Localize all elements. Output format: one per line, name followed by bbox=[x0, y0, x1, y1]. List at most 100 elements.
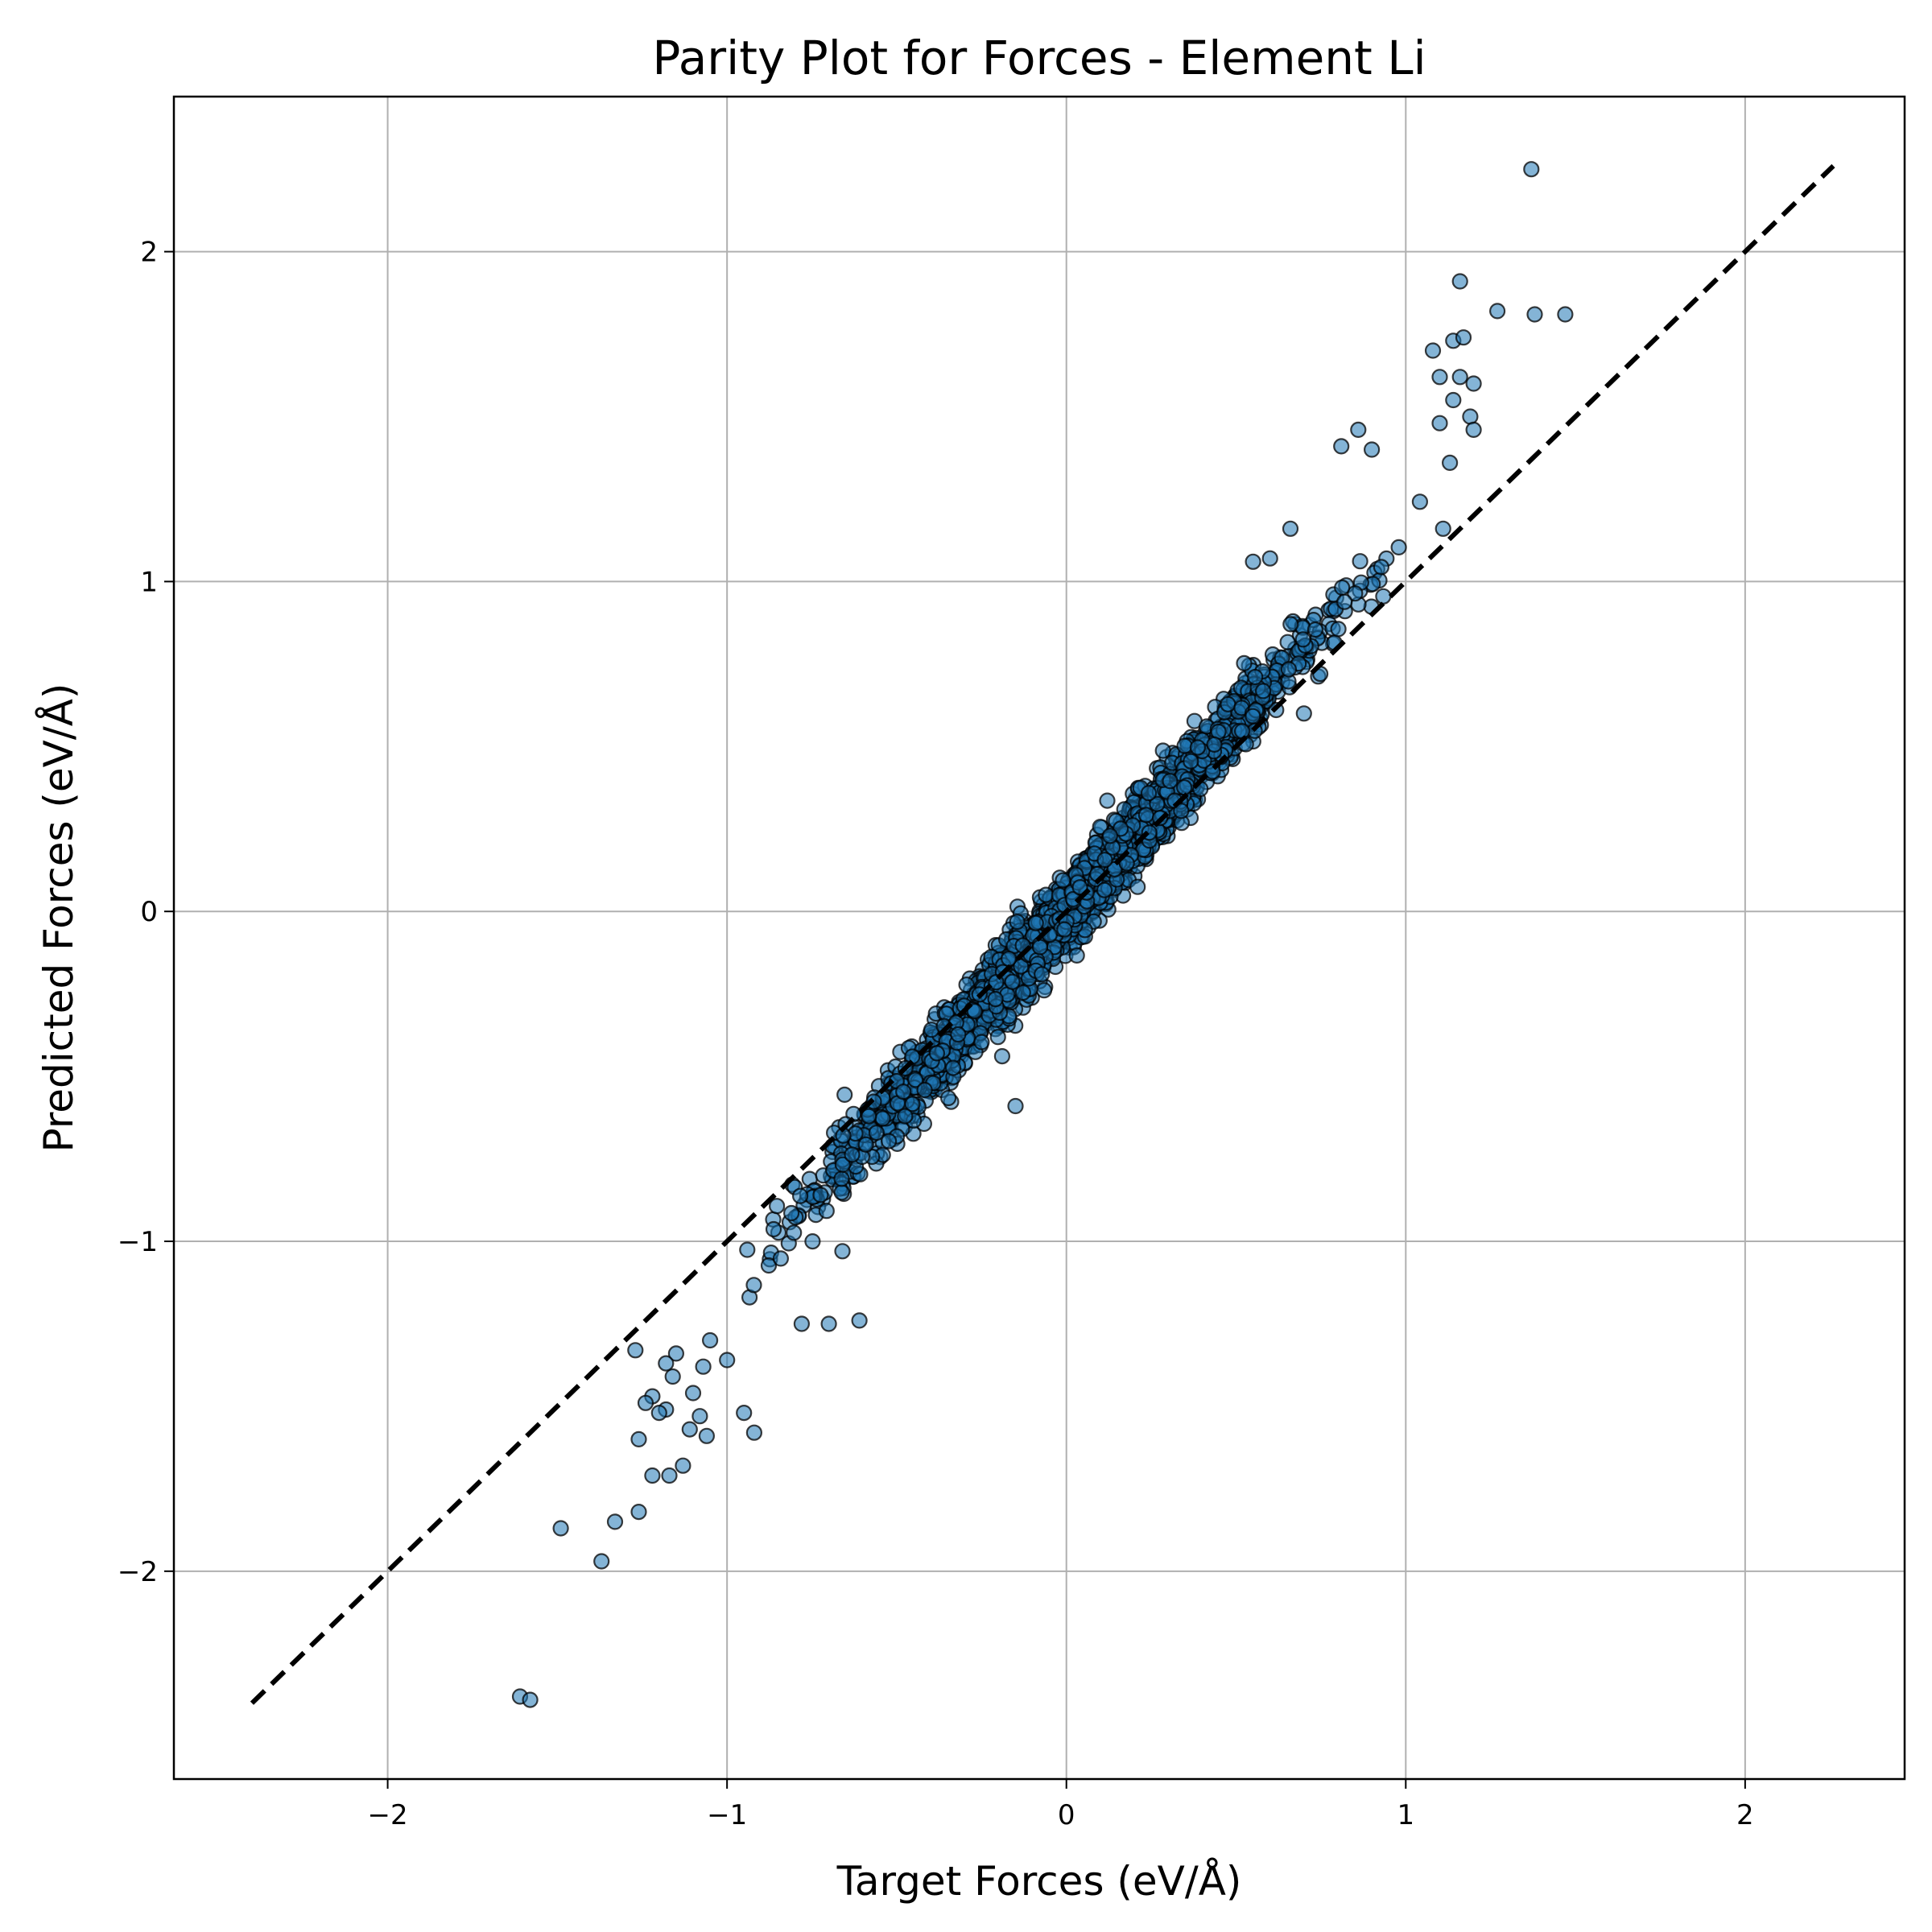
data-point bbox=[880, 1133, 898, 1150]
x-tick-label: −1 bbox=[707, 1799, 747, 1831]
y-axis-label: Predicted Forces (eV/Å) bbox=[35, 683, 82, 1153]
grid bbox=[174, 97, 1905, 1779]
data-point bbox=[1375, 588, 1392, 605]
data-point bbox=[630, 1430, 647, 1448]
data-point bbox=[1445, 391, 1462, 409]
data-point bbox=[667, 1345, 685, 1362]
y-tick-label: 0 bbox=[140, 896, 158, 928]
data-point bbox=[868, 1124, 885, 1141]
data-point bbox=[719, 1352, 736, 1368]
chart-title: Parity Plot for Forces - Element Li bbox=[652, 31, 1426, 85]
data-point bbox=[1068, 947, 1085, 964]
x-tick-label: −2 bbox=[368, 1799, 408, 1831]
data-point bbox=[1189, 739, 1207, 756]
x-tick-label: 1 bbox=[1397, 1799, 1414, 1831]
data-point bbox=[1523, 161, 1540, 178]
data-point bbox=[857, 1136, 874, 1153]
data-point bbox=[1294, 631, 1311, 648]
data-point bbox=[1435, 520, 1451, 537]
data-point bbox=[745, 1424, 763, 1441]
data-point bbox=[950, 1026, 967, 1043]
data-point bbox=[1295, 705, 1312, 722]
data-point bbox=[1009, 913, 1026, 931]
plot-frame bbox=[172, 95, 1906, 1781]
data-point bbox=[695, 1358, 712, 1375]
data-point bbox=[1247, 668, 1264, 686]
data-point bbox=[522, 1691, 539, 1708]
data-point bbox=[658, 1355, 675, 1372]
data-point bbox=[895, 1084, 912, 1100]
data-point bbox=[1001, 950, 1018, 968]
data-point bbox=[1282, 616, 1299, 633]
data-point bbox=[916, 1081, 933, 1099]
data-point bbox=[1099, 792, 1116, 809]
data-point bbox=[1330, 621, 1347, 638]
data-point bbox=[1390, 539, 1407, 556]
data-point bbox=[928, 1045, 946, 1062]
data-point bbox=[1038, 886, 1055, 903]
data-point bbox=[861, 1108, 877, 1125]
data-point bbox=[1173, 803, 1190, 819]
data-point bbox=[1101, 828, 1119, 844]
data-point bbox=[1431, 369, 1448, 386]
y-tick-label: 2 bbox=[140, 237, 158, 269]
data-point bbox=[650, 1404, 667, 1422]
data-point bbox=[1411, 493, 1429, 510]
data-point bbox=[745, 1277, 762, 1294]
data-point bbox=[836, 1086, 853, 1104]
data-point bbox=[1488, 303, 1506, 320]
data-point bbox=[760, 1257, 778, 1274]
data-point bbox=[1245, 708, 1261, 724]
data-point bbox=[1307, 621, 1324, 638]
data-point bbox=[1245, 553, 1261, 570]
data-point bbox=[664, 1368, 681, 1385]
data-point bbox=[765, 1220, 782, 1238]
data-point bbox=[1013, 958, 1030, 975]
data-point bbox=[1014, 984, 1031, 1001]
data-point bbox=[851, 1312, 868, 1329]
data-point bbox=[630, 1503, 647, 1521]
scatter-points bbox=[511, 161, 1574, 1708]
data-point bbox=[1176, 737, 1193, 754]
data-point bbox=[772, 1250, 790, 1267]
data-point bbox=[1373, 559, 1390, 576]
data-point bbox=[993, 1047, 1011, 1065]
data-point bbox=[1465, 421, 1482, 439]
data-point bbox=[1140, 785, 1158, 802]
data-point bbox=[1352, 553, 1368, 570]
data-point bbox=[698, 1427, 716, 1444]
y-tick-label: −1 bbox=[118, 1226, 158, 1258]
data-point bbox=[661, 1467, 678, 1484]
data-point bbox=[1236, 654, 1253, 672]
data-point bbox=[1455, 329, 1472, 346]
data-point bbox=[1350, 421, 1367, 439]
data-point bbox=[812, 1187, 829, 1203]
data-point bbox=[939, 1089, 957, 1107]
data-point bbox=[681, 1421, 698, 1438]
data-point bbox=[1462, 408, 1479, 425]
data-point bbox=[1279, 634, 1296, 650]
data-point bbox=[1424, 342, 1442, 359]
data-point bbox=[701, 1331, 719, 1349]
data-point bbox=[1092, 819, 1108, 836]
data-point bbox=[973, 1034, 990, 1051]
data-point bbox=[833, 1170, 850, 1187]
data-point bbox=[1162, 773, 1179, 790]
data-point bbox=[1526, 306, 1543, 323]
data-point bbox=[1451, 369, 1468, 386]
y-tick-label: 1 bbox=[140, 566, 158, 598]
data-point bbox=[1347, 585, 1364, 602]
data-point bbox=[820, 1315, 837, 1332]
x-tick-label: 2 bbox=[1736, 1799, 1754, 1831]
data-point bbox=[818, 1203, 835, 1220]
data-point bbox=[675, 1457, 691, 1474]
data-point bbox=[1183, 753, 1199, 770]
data-point bbox=[1137, 807, 1154, 824]
data-point bbox=[1282, 520, 1299, 537]
data-point bbox=[736, 1404, 753, 1422]
data-point bbox=[1254, 683, 1272, 700]
data-point bbox=[1031, 939, 1049, 956]
data-point bbox=[1096, 881, 1113, 898]
axis-ticks: −2 −1 0 1 2 −2 −1 0 1 2 bbox=[118, 237, 1754, 1831]
data-point bbox=[1007, 1097, 1024, 1115]
